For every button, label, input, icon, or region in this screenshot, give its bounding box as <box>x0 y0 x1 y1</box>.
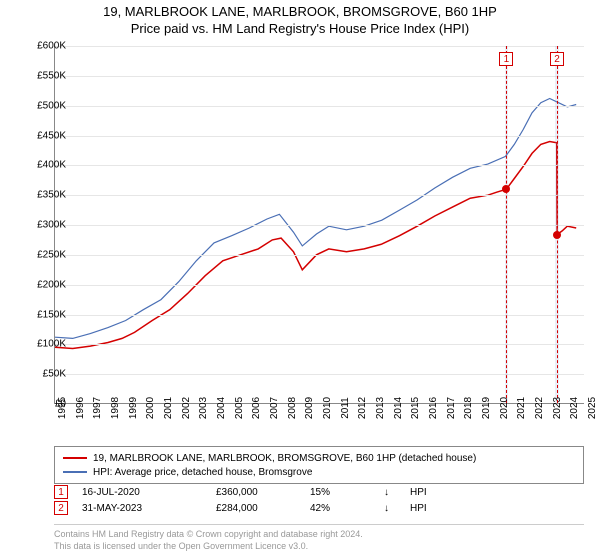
arrow-down-icon: ↓ <box>384 503 396 514</box>
footer-line2: This data is licensed under the Open Gov… <box>54 541 584 553</box>
series-line-hpi <box>55 99 576 339</box>
sale-point <box>502 185 510 193</box>
legend-swatch-hpi <box>63 471 87 473</box>
x-axis-label: 2001 <box>163 397 174 419</box>
y-axis-label: £600K <box>16 41 66 52</box>
sales-date: 31-MAY-2023 <box>82 503 202 514</box>
legend-row-property: 19, MARLBROOK LANE, MARLBROOK, BROMSGROV… <box>63 451 575 465</box>
footer-line1: Contains HM Land Registry data © Crown c… <box>54 529 584 541</box>
x-axis-label: 1995 <box>57 397 68 419</box>
x-axis-label: 2007 <box>269 397 280 419</box>
event-line <box>557 46 558 403</box>
legend-swatch-property <box>63 457 87 459</box>
x-axis-label: 2000 <box>145 397 156 419</box>
x-axis-label: 2009 <box>304 397 315 419</box>
legend-box: 19, MARLBROOK LANE, MARLBROOK, BROMSGROV… <box>54 446 584 484</box>
sales-table: 1 16-JUL-2020 £360,000 15% ↓ HPI 2 31-MAY-2023 £… <box>54 484 584 516</box>
x-axis-label: 2014 <box>393 397 404 419</box>
x-axis-label: 2006 <box>251 397 262 419</box>
y-axis-label: £350K <box>16 190 66 201</box>
chart-plot-area: 12 <box>54 46 584 404</box>
legend-label-hpi: HPI: Average price, detached house, Brom… <box>93 467 312 478</box>
x-axis-label: 2013 <box>375 397 386 419</box>
x-axis-label: 2012 <box>357 397 368 419</box>
sales-rel-label: HPI <box>410 487 584 498</box>
y-axis-label: £150K <box>16 309 66 320</box>
y-axis-label: £200K <box>16 279 66 290</box>
x-axis-label: 2021 <box>516 397 527 419</box>
x-axis-label: 2004 <box>216 397 227 419</box>
x-axis-label: 1998 <box>110 397 121 419</box>
y-axis-label: £500K <box>16 100 66 111</box>
event-marker: 2 <box>550 52 564 66</box>
x-axis-label: 2022 <box>534 397 545 419</box>
x-axis-label: 2003 <box>198 397 209 419</box>
x-axis-label: 2008 <box>287 397 298 419</box>
series-line-property <box>55 142 576 349</box>
sales-rel-label: HPI <box>410 503 584 514</box>
x-axis-label: 1997 <box>92 397 103 419</box>
title-block: 19, MARLBROOK LANE, MARLBROOK, BROMSGROV… <box>0 0 600 36</box>
sales-price: £360,000 <box>216 487 296 498</box>
sales-diff: 15% <box>310 487 370 498</box>
arrow-down-icon: ↓ <box>384 487 396 498</box>
y-axis-label: £250K <box>16 249 66 260</box>
sales-row: 1 16-JUL-2020 £360,000 15% ↓ HPI <box>54 484 584 500</box>
sales-diff: 42% <box>310 503 370 514</box>
y-axis-label: £100K <box>16 339 66 350</box>
x-axis-label: 1996 <box>75 397 86 419</box>
sales-date: 16-JUL-2020 <box>82 487 202 498</box>
title-sub: Price paid vs. HM Land Registry's House … <box>0 21 600 36</box>
sale-point <box>553 231 561 239</box>
sales-price: £284,000 <box>216 503 296 514</box>
x-axis-label: 2011 <box>340 397 351 419</box>
sales-marker: 2 <box>54 501 68 515</box>
y-axis-label: £550K <box>16 70 66 81</box>
event-line <box>506 46 507 403</box>
y-axis-label: £300K <box>16 220 66 231</box>
x-axis-label: 2024 <box>569 397 580 419</box>
legend-row-hpi: HPI: Average price, detached house, Brom… <box>63 465 575 479</box>
sales-row: 2 31-MAY-2023 £284,000 42% ↓ HPI <box>54 500 584 516</box>
x-axis-label: 2015 <box>410 397 421 419</box>
x-axis-label: 1999 <box>128 397 139 419</box>
y-axis-label: £450K <box>16 130 66 141</box>
chart-container: 19, MARLBROOK LANE, MARLBROOK, BROMSGROV… <box>0 0 600 560</box>
x-axis-label: 2019 <box>481 397 492 419</box>
event-marker: 1 <box>499 52 513 66</box>
x-axis-label: 2025 <box>587 397 598 419</box>
x-axis-label: 2016 <box>428 397 439 419</box>
x-axis-label: 2020 <box>499 397 510 419</box>
x-axis-label: 2023 <box>552 397 563 419</box>
x-axis-label: 2017 <box>446 397 457 419</box>
sales-marker: 1 <box>54 485 68 499</box>
x-axis-label: 2010 <box>322 397 333 419</box>
title-main: 19, MARLBROOK LANE, MARLBROOK, BROMSGROV… <box>0 4 600 19</box>
legend-label-property: 19, MARLBROOK LANE, MARLBROOK, BROMSGROV… <box>93 453 476 464</box>
y-axis-label: £400K <box>16 160 66 171</box>
x-axis-label: 2005 <box>234 397 245 419</box>
x-axis-label: 2018 <box>463 397 474 419</box>
y-axis-label: £50K <box>16 369 66 380</box>
footer: Contains HM Land Registry data © Crown c… <box>54 524 584 552</box>
x-axis-label: 2002 <box>181 397 192 419</box>
